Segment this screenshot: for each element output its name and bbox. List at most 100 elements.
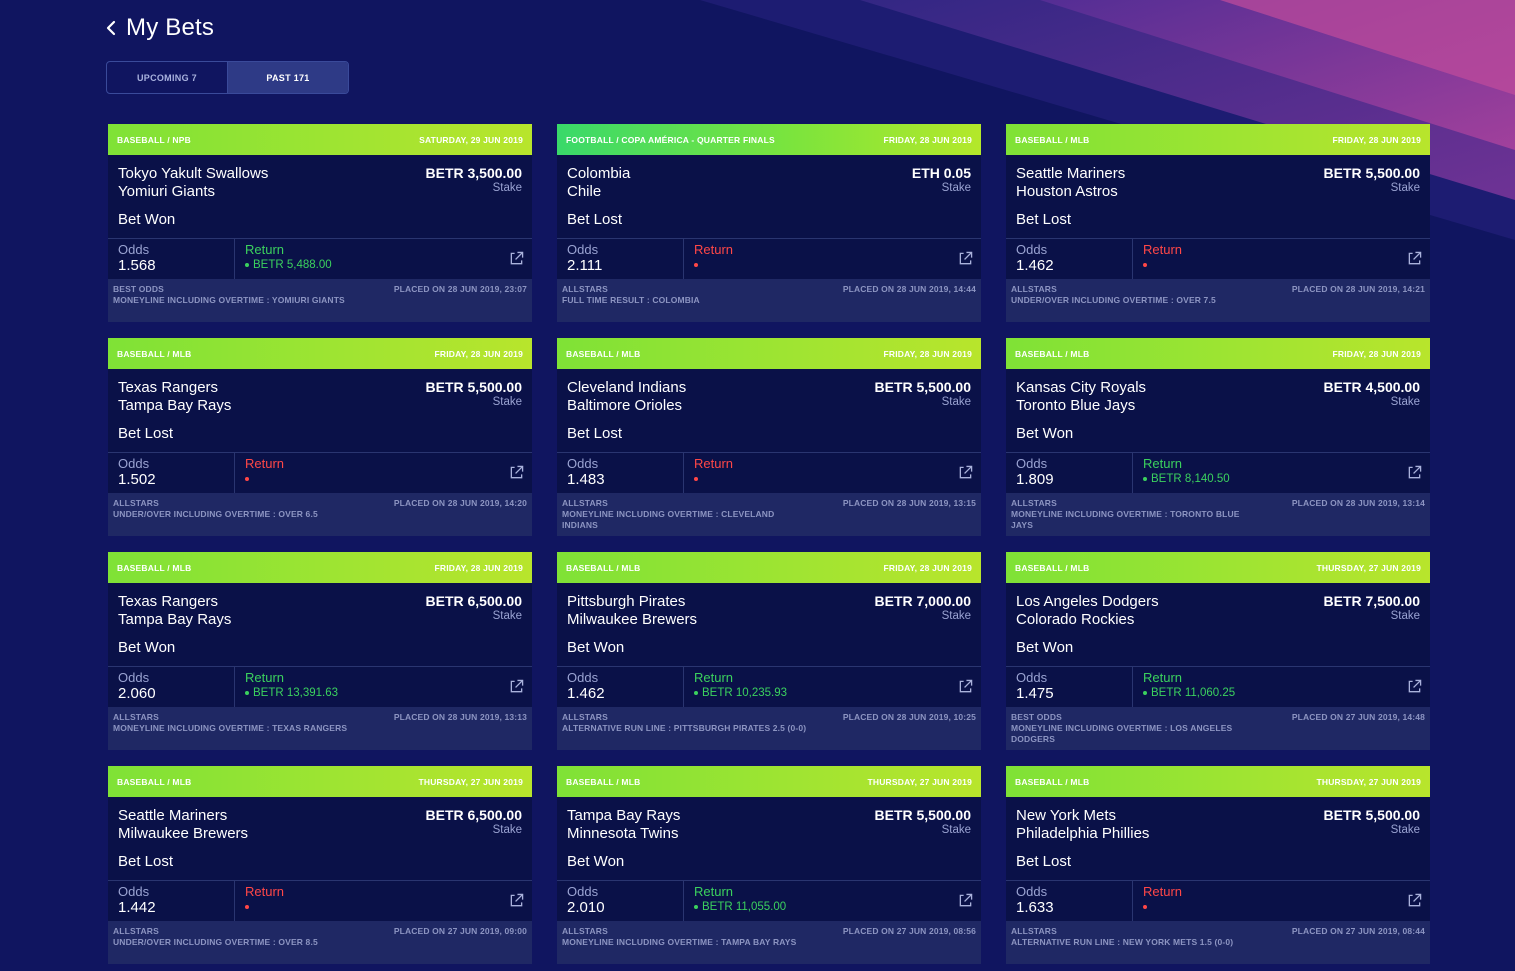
bet-category: BASEBALL / MLB bbox=[117, 562, 192, 573]
stake-block: BETR 5,500.00 Stake bbox=[426, 379, 523, 408]
bet-category: BASEBALL / NPB bbox=[117, 134, 191, 145]
bet-teams: Seattle Mariners Milwaukee Brewers bbox=[118, 807, 522, 843]
bet-card[interactable]: BASEBALL / MLB THURSDAY, 27 JUN 2019 Los… bbox=[1006, 552, 1430, 750]
bet-teams: Los Angeles Dodgers Colorado Rockies bbox=[1016, 593, 1420, 629]
bet-placed-time: PLACED ON 27 JUN 2019, 08:56 bbox=[842, 926, 976, 936]
bet-card[interactable]: BASEBALL / MLB FRIDAY, 28 JUN 2019 Texas… bbox=[108, 552, 532, 750]
return-amount-row: BETR 8,140.50 bbox=[1143, 473, 1420, 485]
return-status-dot bbox=[245, 477, 249, 481]
stake-block: BETR 7,000.00 Stake bbox=[875, 593, 972, 622]
return-label: Return bbox=[1143, 242, 1183, 257]
external-link-icon[interactable] bbox=[958, 465, 973, 480]
bet-event-date: THURSDAY, 27 JUN 2019 bbox=[1316, 562, 1421, 573]
return-label: Return bbox=[694, 670, 734, 685]
bet-card-body: Seattle Mariners Houston Astros Bet Lost… bbox=[1006, 155, 1430, 239]
return-cell: Return BETR 11,060.25 bbox=[1133, 667, 1430, 707]
odds-label: Odds bbox=[118, 456, 150, 471]
bet-card-body: Kansas City Royals Toronto Blue Jays Bet… bbox=[1006, 369, 1430, 453]
odds-label: Odds bbox=[567, 456, 599, 471]
bet-category: FOOTBALL / COPA AMÉRICA - QUARTER FINALS bbox=[566, 134, 775, 145]
bet-card-body: New York Mets Philadelphia Phillies Bet … bbox=[1006, 797, 1430, 881]
external-link-icon[interactable] bbox=[1407, 465, 1422, 480]
page-header: My Bets bbox=[104, 14, 214, 42]
odds-return-row: Odds 2.111 Return bbox=[557, 239, 981, 279]
bet-selection: MONEYLINE INCLUDING OVERTIME : LOS ANGEL… bbox=[1011, 723, 1233, 744]
bet-placed-time: PLACED ON 28 JUN 2019, 10:25 bbox=[842, 712, 976, 722]
bet-card[interactable]: BASEBALL / MLB THURSDAY, 27 JUN 2019 New… bbox=[1006, 766, 1430, 964]
bet-card[interactable]: BASEBALL / MLB FRIDAY, 28 JUN 2019 Cleve… bbox=[557, 338, 981, 536]
stake-label: Stake bbox=[1390, 396, 1420, 408]
bet-card[interactable]: BASEBALL / MLB THURSDAY, 27 JUN 2019 Sea… bbox=[108, 766, 532, 964]
bet-event-date: FRIDAY, 28 JUN 2019 bbox=[434, 562, 523, 573]
bet-card[interactable]: BASEBALL / MLB FRIDAY, 28 JUN 2019 Pitts… bbox=[557, 552, 981, 750]
team-away: Toronto Blue Jays bbox=[1016, 397, 1136, 414]
odds-return-row: Odds 1.809 Return BETR 8,140.50 bbox=[1006, 453, 1430, 493]
external-link-icon[interactable] bbox=[1407, 251, 1422, 266]
bet-card[interactable]: BASEBALL / MLB FRIDAY, 28 JUN 2019 Texas… bbox=[108, 338, 532, 536]
odds-return-row: Odds 1.483 Return bbox=[557, 453, 981, 493]
bet-card[interactable]: BASEBALL / MLB THURSDAY, 27 JUN 2019 Tam… bbox=[557, 766, 981, 964]
odds-label: Odds bbox=[1016, 884, 1048, 899]
bet-selection: FULL TIME RESULT : COLOMBIA bbox=[562, 295, 700, 305]
bet-market: ALLSTARS MONEYLINE INCLUDING OVERTIME : … bbox=[113, 712, 363, 734]
bet-placed-time: PLACED ON 27 JUN 2019, 08:44 bbox=[1291, 926, 1425, 936]
bet-placed-time: PLACED ON 27 JUN 2019, 09:00 bbox=[393, 926, 527, 936]
external-link-icon[interactable] bbox=[958, 251, 973, 266]
odds-return-row: Odds 1.475 Return BETR 11,060.25 bbox=[1006, 667, 1430, 707]
external-link-icon[interactable] bbox=[1407, 893, 1422, 908]
bet-source: ALLSTARS bbox=[562, 712, 608, 722]
bet-selection: MONEYLINE INCLUDING OVERTIME : TEXAS RAN… bbox=[113, 723, 348, 733]
stake-label: Stake bbox=[492, 182, 522, 194]
bet-event-date: FRIDAY, 28 JUN 2019 bbox=[883, 562, 972, 573]
bet-market: ALLSTARS UNDER/OVER INCLUDING OVERTIME :… bbox=[113, 498, 363, 520]
return-status-dot bbox=[694, 691, 698, 695]
bet-teams: Tampa Bay Rays Minnesota Twins bbox=[567, 807, 971, 843]
odds-value: 1.462 bbox=[1016, 257, 1054, 274]
bet-card-header: BASEBALL / MLB THURSDAY, 27 JUN 2019 bbox=[108, 766, 532, 797]
team-home: Texas Rangers bbox=[118, 379, 219, 396]
bet-category: BASEBALL / MLB bbox=[1015, 348, 1090, 359]
bet-market: BEST ODDS MONEYLINE INCLUDING OVERTIME :… bbox=[1011, 712, 1261, 745]
stake-amount: BETR 5,500.00 bbox=[1323, 165, 1421, 181]
return-amount-row: BETR 11,055.00 bbox=[694, 901, 971, 913]
stake-amount: BETR 6,500.00 bbox=[425, 807, 523, 823]
return-status-dot bbox=[1143, 477, 1147, 481]
bet-result: Bet Won bbox=[567, 853, 625, 870]
stake-amount: BETR 5,500.00 bbox=[874, 807, 972, 823]
bet-card[interactable]: BASEBALL / NPB SATURDAY, 29 JUN 2019 Tok… bbox=[108, 124, 532, 322]
tab-past[interactable]: PAST 171 bbox=[227, 62, 348, 93]
external-link-icon[interactable] bbox=[1407, 679, 1422, 694]
stake-block: BETR 5,500.00 Stake bbox=[1324, 807, 1421, 836]
team-home: Seattle Mariners bbox=[118, 807, 228, 824]
stake-label: Stake bbox=[1390, 610, 1420, 622]
bet-teams: New York Mets Philadelphia Phillies bbox=[1016, 807, 1420, 843]
odds-return-row: Odds 1.462 Return bbox=[1006, 239, 1430, 279]
bet-market: ALLSTARS MONEYLINE INCLUDING OVERTIME : … bbox=[562, 926, 812, 948]
bet-category: BASEBALL / MLB bbox=[566, 348, 641, 359]
stake-block: ETH 0.05 Stake bbox=[912, 165, 971, 194]
team-away: Colorado Rockies bbox=[1016, 611, 1135, 628]
return-amount: BETR 8,140.50 bbox=[1151, 473, 1230, 485]
bet-card[interactable]: BASEBALL / MLB FRIDAY, 28 JUN 2019 Kansa… bbox=[1006, 338, 1430, 536]
bet-card[interactable]: BASEBALL / MLB FRIDAY, 28 JUN 2019 Seatt… bbox=[1006, 124, 1430, 322]
team-home: Tampa Bay Rays bbox=[567, 807, 681, 824]
odds-cell: Odds 1.502 bbox=[108, 453, 235, 493]
return-status-dot bbox=[1143, 691, 1147, 695]
chevron-left-icon[interactable] bbox=[104, 17, 118, 39]
return-label: Return bbox=[1143, 884, 1183, 899]
bet-card-body: Cleveland Indians Baltimore Orioles Bet … bbox=[557, 369, 981, 453]
external-link-icon[interactable] bbox=[958, 679, 973, 694]
team-away: Milwaukee Brewers bbox=[118, 825, 249, 842]
external-link-icon[interactable] bbox=[958, 893, 973, 908]
return-amount: BETR 11,055.00 bbox=[702, 901, 787, 913]
tab-upcoming[interactable]: UPCOMING 7 bbox=[136, 72, 197, 83]
external-link-icon[interactable] bbox=[509, 251, 524, 266]
odds-cell: Odds 1.475 bbox=[1006, 667, 1133, 707]
bet-source: ALLSTARS bbox=[1011, 926, 1057, 936]
external-link-icon[interactable] bbox=[509, 465, 524, 480]
odds-return-row: Odds 1.462 Return BETR 10,235.93 bbox=[557, 667, 981, 707]
bet-card[interactable]: FOOTBALL / COPA AMÉRICA - QUARTER FINALS… bbox=[557, 124, 981, 322]
external-link-icon[interactable] bbox=[509, 679, 524, 694]
bet-selection: ALTERNATIVE RUN LINE : NEW YORK METS 1.5… bbox=[1011, 937, 1234, 947]
external-link-icon[interactable] bbox=[509, 893, 524, 908]
